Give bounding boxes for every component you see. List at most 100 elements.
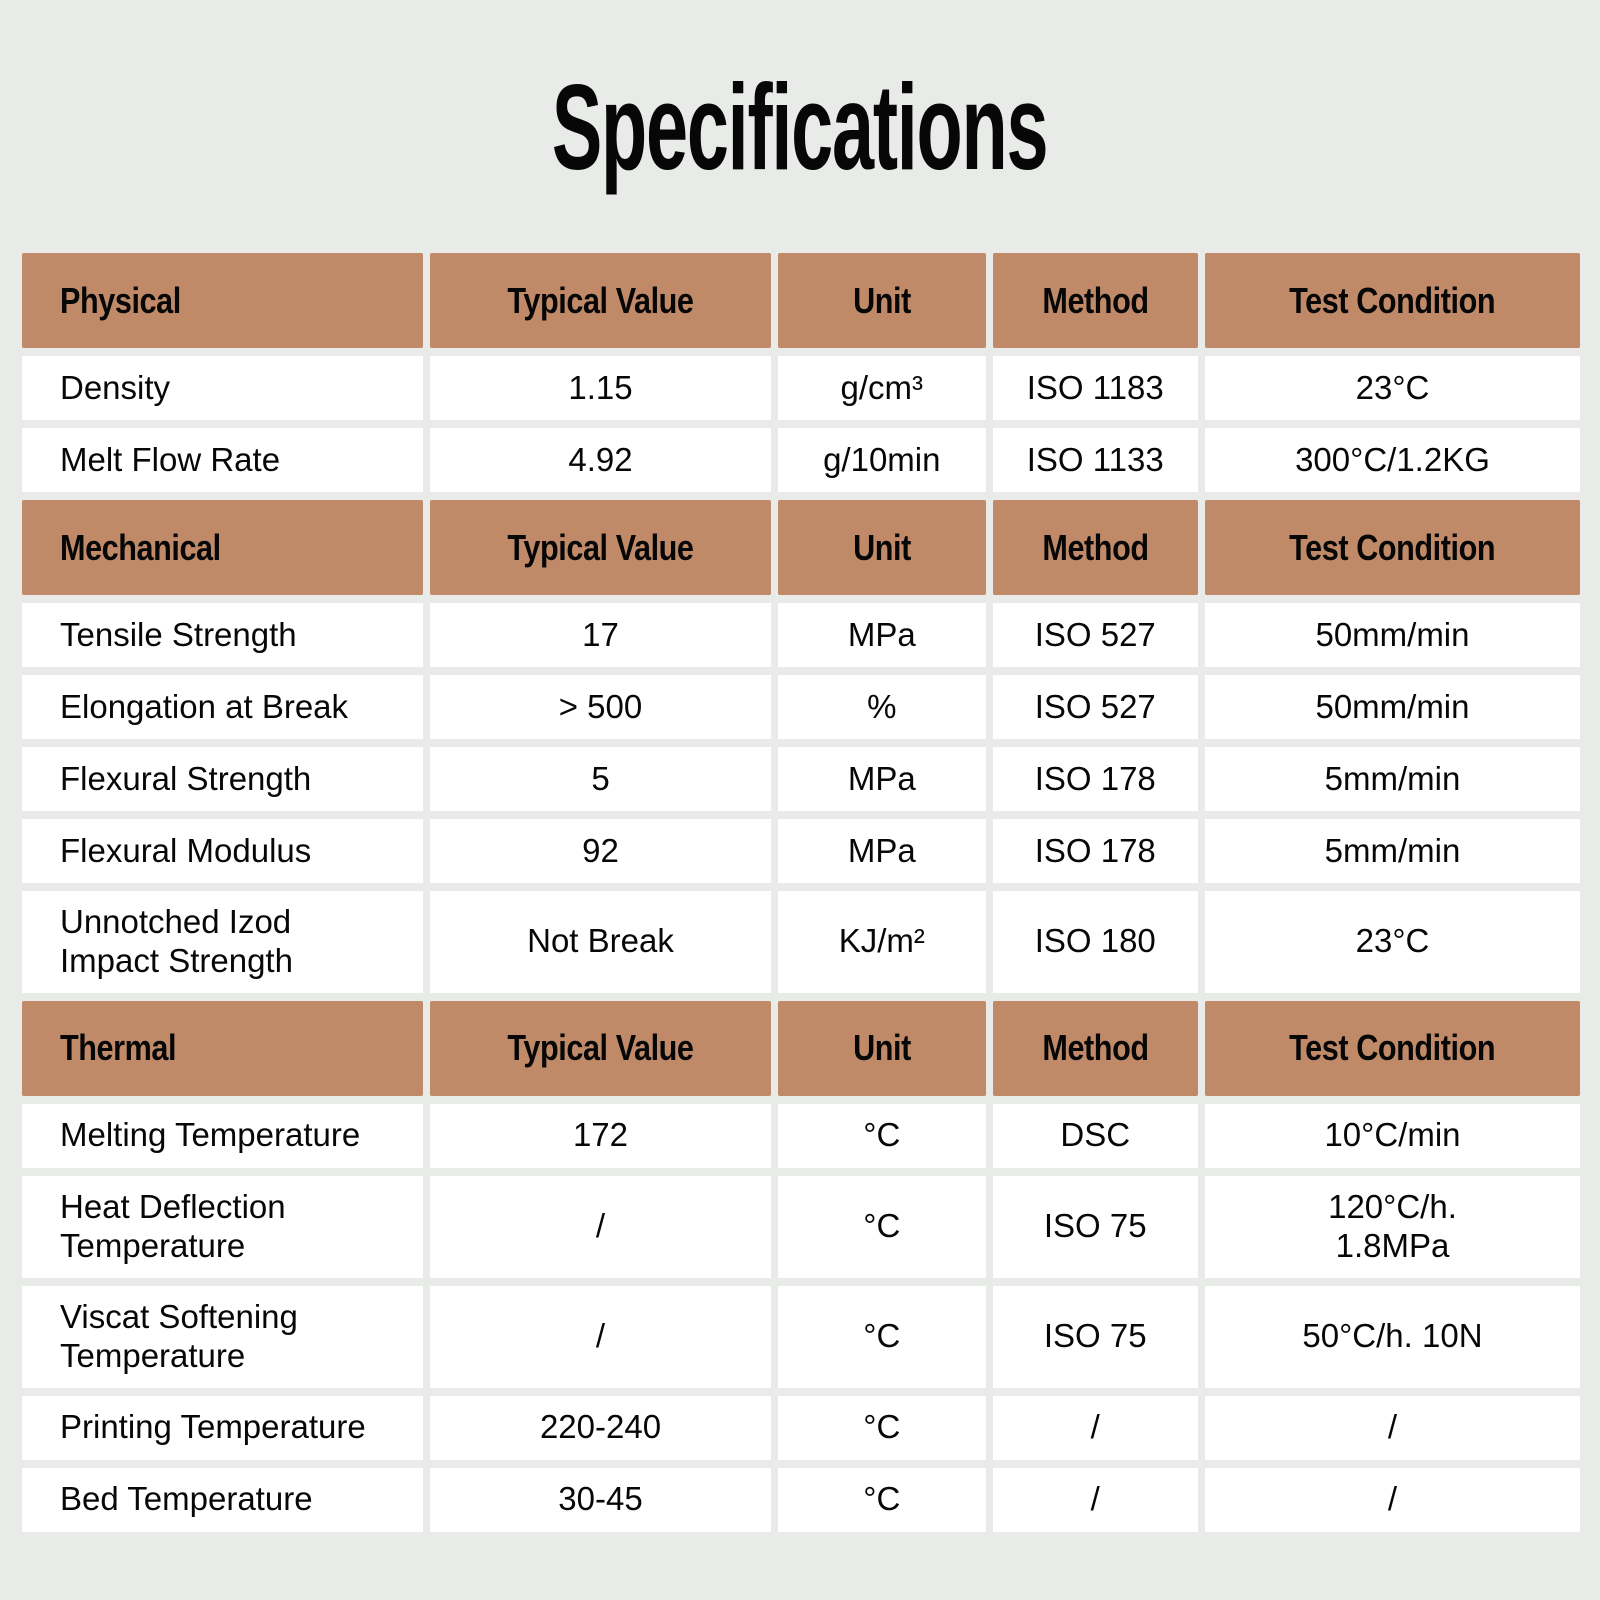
- cell-unit: KJ/m²: [778, 891, 986, 993]
- cell-text: Printing Temperature: [60, 1408, 366, 1446]
- cell-text: °C: [863, 1317, 901, 1355]
- section-header-thermal: Thermal Typical Value Unit Method Test Condi…: [22, 1000, 1580, 1096]
- cell-property: Flexural Modulus: [22, 819, 423, 883]
- cell-method: ISO 1133: [992, 428, 1198, 492]
- cell-text: ISO 178: [1034, 831, 1156, 869]
- cell-text: /: [1387, 1480, 1398, 1518]
- cell-text: 23°C: [1355, 922, 1430, 960]
- table-row: Printing Temperature 220-240 °C / /: [22, 1395, 1580, 1460]
- cell-value: 92: [429, 819, 772, 883]
- cell-text: 220-240: [539, 1408, 662, 1446]
- header-cell-typical-value: Typical Value: [429, 500, 772, 595]
- cell-value: 5: [429, 747, 772, 811]
- cell-text: ISO 527: [1034, 687, 1156, 725]
- cell-text: /: [1387, 1408, 1398, 1446]
- cell-method: ISO 1183: [992, 356, 1198, 420]
- cell-method: /: [992, 1467, 1198, 1532]
- cell-unit: °C: [778, 1395, 986, 1460]
- cell-method: ISO 527: [992, 675, 1198, 739]
- cell-value: Not Break: [429, 891, 772, 993]
- cell-text: ISO 75: [1043, 1207, 1147, 1245]
- cell-condition: 23°C: [1204, 356, 1580, 420]
- cell-text: > 500: [558, 687, 643, 725]
- cell-unit: MPa: [778, 603, 986, 667]
- header-cell-typical-value: Typical Value: [429, 1000, 772, 1096]
- table-row: Elongation at Break > 500% ISO 527 50mm/min: [22, 675, 1580, 739]
- cell-condition: 50mm/min: [1204, 603, 1580, 667]
- cell-text: 5mm/min: [1324, 759, 1461, 797]
- table-row: Melt Flow Rate 4.92 g/10min ISO 1133 300°C/1…: [22, 428, 1580, 492]
- cell-text: 50mm/min: [1315, 615, 1470, 653]
- cell-condition: 50mm/min: [1204, 675, 1580, 739]
- cell-text: KJ/m²: [838, 922, 925, 960]
- cell-method: DSC: [992, 1103, 1198, 1168]
- cell-condition: 23°C: [1204, 891, 1580, 993]
- table-row: Heat Deflection Temperature / °C ISO 75 120°…: [22, 1175, 1580, 1278]
- cell-value: 172: [429, 1103, 772, 1168]
- cell-property: Heat Deflection Temperature: [22, 1175, 423, 1278]
- header-label: Thermal: [60, 1027, 177, 1069]
- cell-text: °C: [863, 1408, 901, 1446]
- cell-text: Unnotched Izod Impact Strength: [60, 903, 293, 979]
- page-title: Specifications: [552, 59, 1049, 195]
- header-cell-category: Physical: [22, 253, 423, 348]
- header-cell-test-condition: Test Condition: [1204, 500, 1580, 595]
- cell-condition: /: [1204, 1467, 1580, 1532]
- cell-text: %: [867, 687, 897, 725]
- cell-unit: MPa: [778, 819, 986, 883]
- header-cell-method: Method: [992, 253, 1198, 348]
- cell-value: 17: [429, 603, 772, 667]
- cell-text: 17: [582, 615, 619, 653]
- cell-method: ISO 178: [992, 819, 1198, 883]
- cell-text: Tensile Strength: [60, 615, 297, 653]
- cell-unit: g/10min: [778, 428, 986, 492]
- header-cell-unit: Unit: [778, 253, 986, 348]
- table-row: Flexural Strength 5 MPa ISO 178 5mm/min: [22, 747, 1580, 811]
- cell-property: Printing Temperature: [22, 1395, 423, 1460]
- table-row: Melting Temperature 172 °C DSC 10°C/min: [22, 1103, 1580, 1168]
- cell-text: 4.92: [568, 440, 633, 478]
- cell-unit: °C: [778, 1285, 986, 1388]
- cell-method: /: [992, 1395, 1198, 1460]
- header-cell-typical-value: Typical Value: [429, 253, 772, 348]
- cell-condition: 5mm/min: [1204, 819, 1580, 883]
- cell-text: ISO 178: [1034, 759, 1156, 797]
- cell-value: 30-45: [429, 1467, 772, 1532]
- cell-text: /: [1090, 1408, 1100, 1446]
- cell-text: Flexural Strength: [60, 759, 312, 797]
- header-cell-category: Mechanical: [22, 500, 423, 595]
- cell-text: MPa: [847, 831, 916, 869]
- header-label: Test Condition: [1289, 279, 1496, 321]
- cell-unit: °C: [778, 1467, 986, 1532]
- cell-text: 92: [582, 831, 619, 869]
- cell-value: 4.92: [429, 428, 772, 492]
- header-cell-test-condition: Test Condition: [1204, 1000, 1580, 1096]
- header-cell-test-condition: Test Condition: [1204, 253, 1580, 348]
- title-section: Specifications: [0, 0, 1600, 200]
- cell-text: 5: [591, 759, 610, 797]
- header-label: Method: [1042, 526, 1149, 568]
- cell-value: /: [429, 1175, 772, 1278]
- cell-property: Density: [22, 356, 423, 420]
- cell-property: Bed Temperature: [22, 1467, 423, 1532]
- header-cell-category: Thermal: [22, 1000, 423, 1096]
- header-label: Physical: [60, 279, 181, 321]
- cell-condition: 120°C/h. 1.8MPa: [1204, 1175, 1580, 1278]
- cell-method: ISO 75: [992, 1175, 1198, 1278]
- cell-text: Melt Flow Rate: [60, 440, 281, 478]
- cell-text: 50mm/min: [1315, 687, 1470, 725]
- cell-text: /: [595, 1317, 606, 1355]
- cell-unit: °C: [778, 1103, 986, 1168]
- cell-text: g/cm³: [840, 368, 924, 406]
- cell-text: 1.15: [568, 368, 633, 406]
- cell-text: 120°C/h. 1.8MPa: [1328, 1187, 1457, 1264]
- cell-text: Flexural Modulus: [60, 831, 312, 869]
- cell-property: Flexural Strength: [22, 747, 423, 811]
- cell-condition: 300°C/1.2KG: [1204, 428, 1580, 492]
- cell-text: Melting Temperature: [60, 1116, 361, 1154]
- cell-property: Tensile Strength: [22, 603, 423, 667]
- cell-text: 172: [572, 1116, 629, 1154]
- header-cell-method: Method: [992, 1000, 1198, 1096]
- header-cell-unit: Unit: [778, 500, 986, 595]
- cell-text: 23°C: [1355, 368, 1430, 406]
